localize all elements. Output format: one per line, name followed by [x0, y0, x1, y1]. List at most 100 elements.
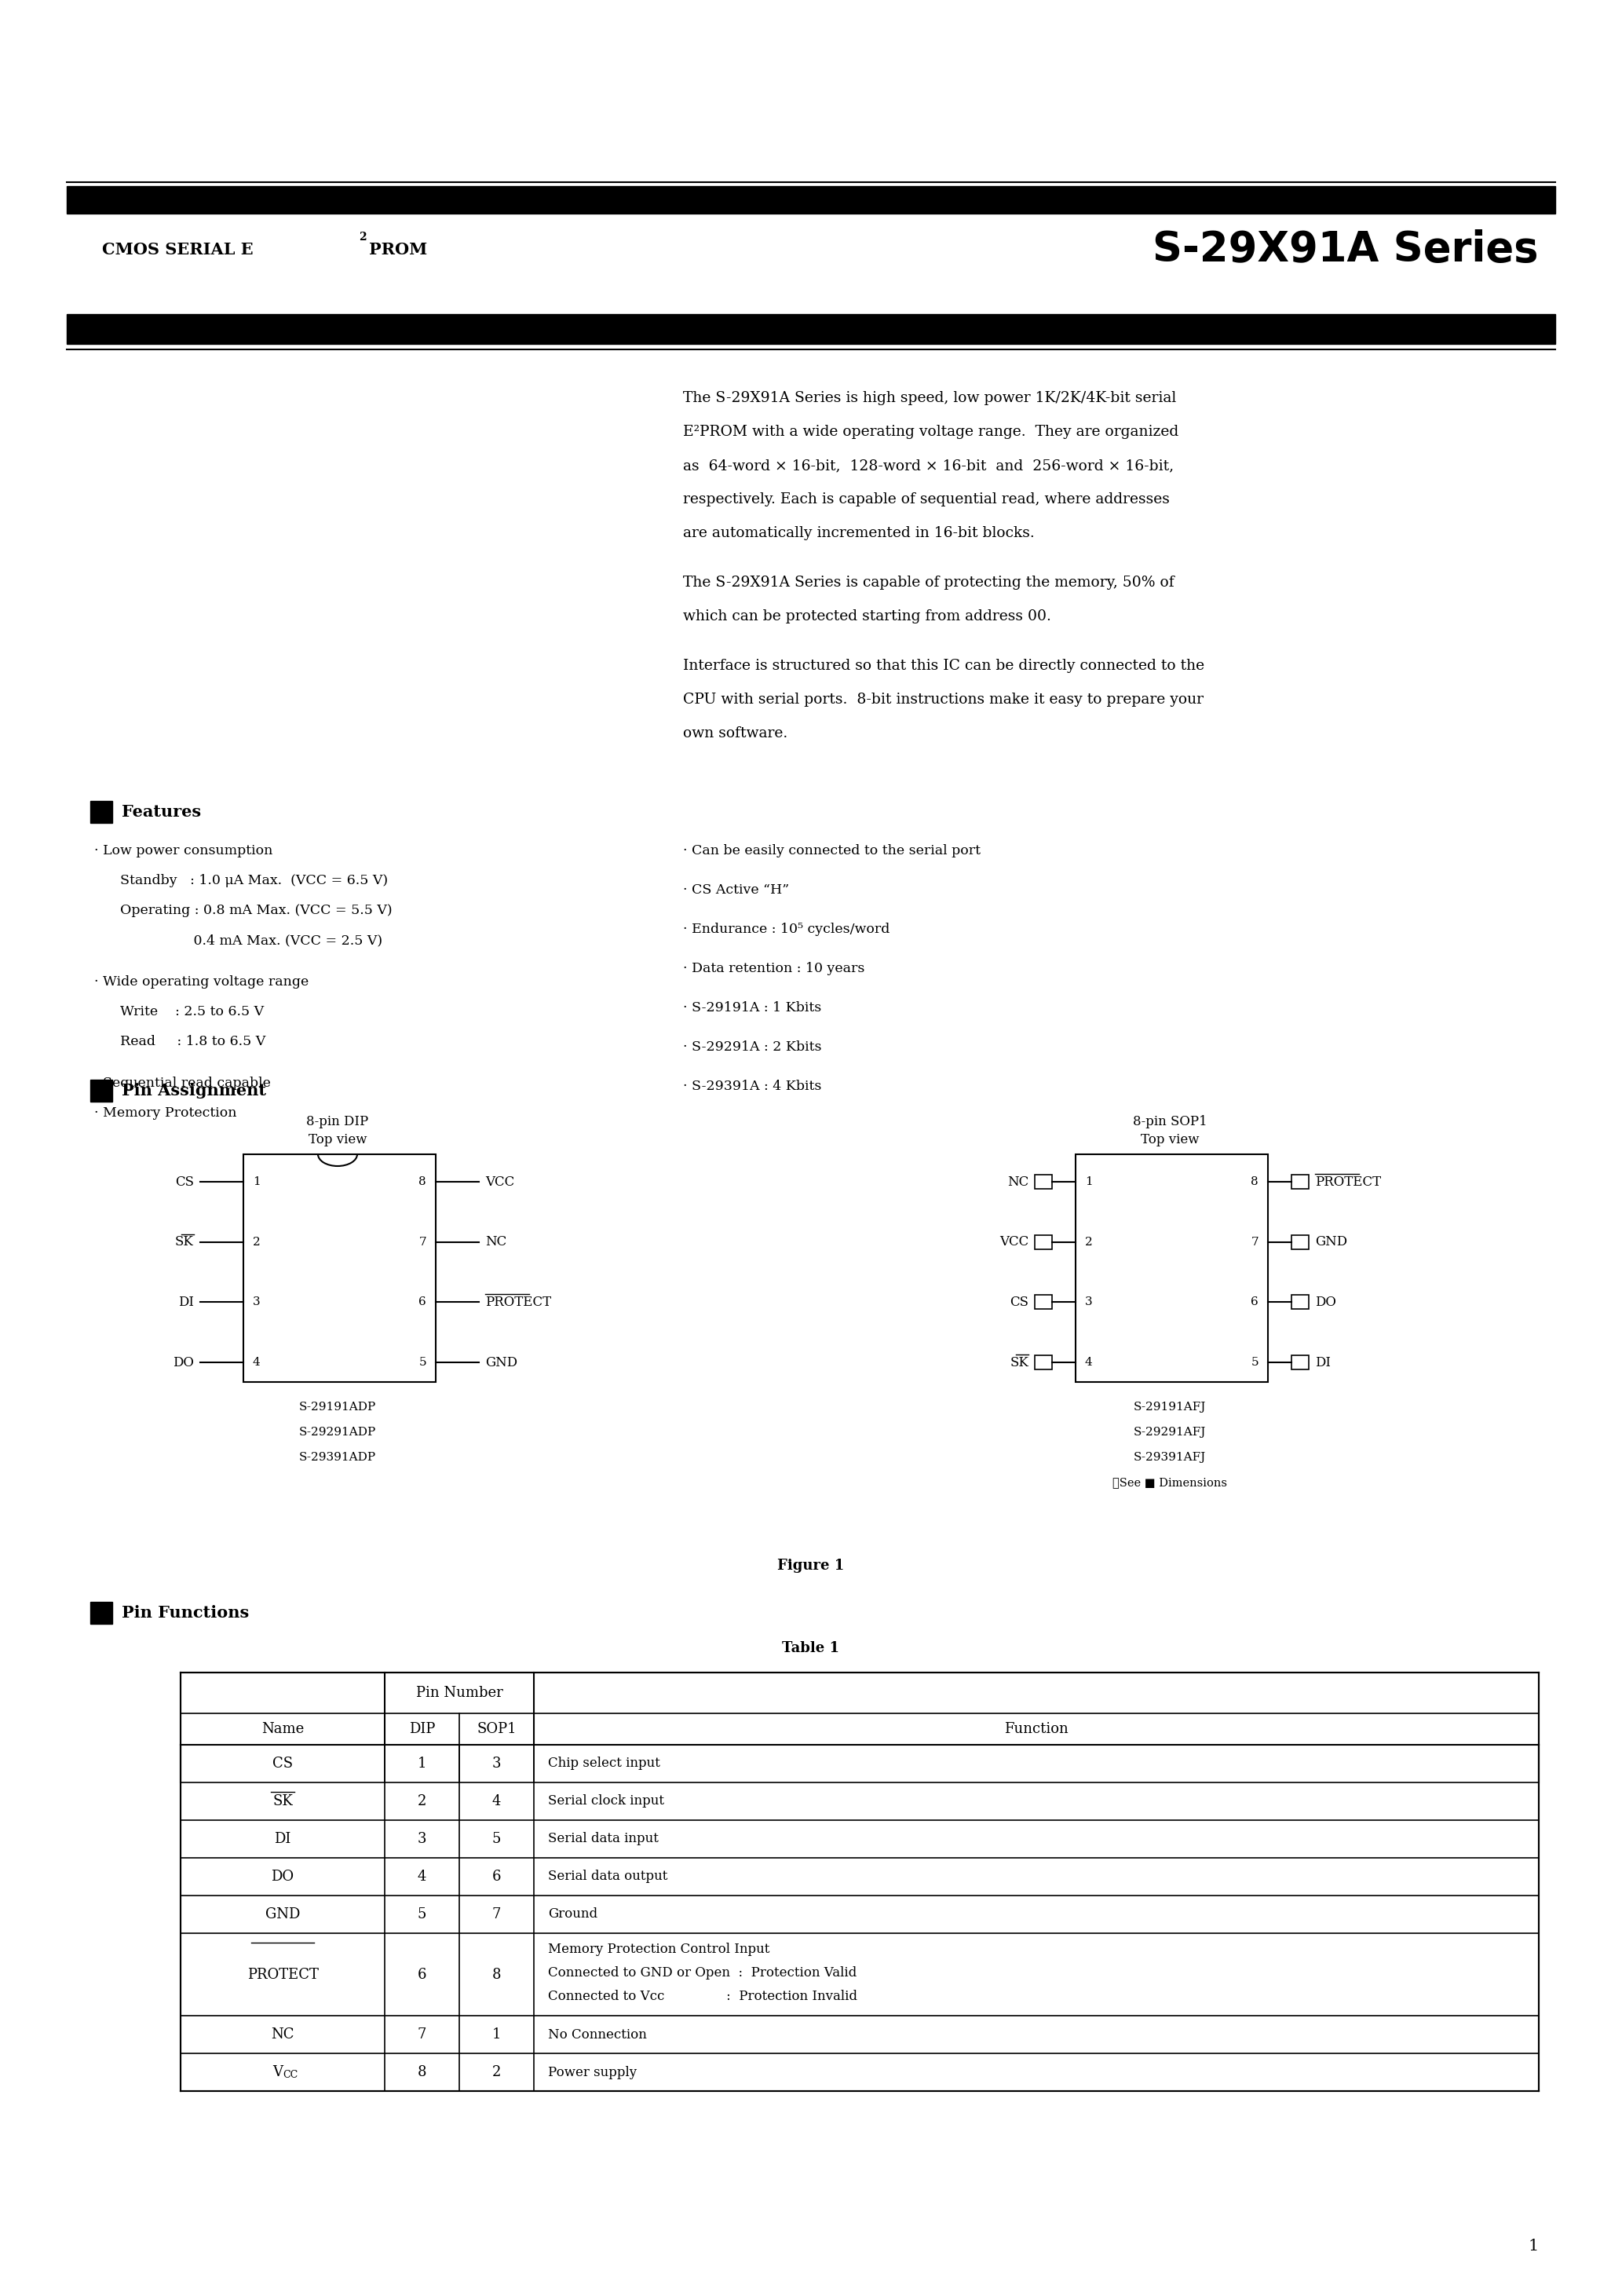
Text: SK: SK	[1011, 1355, 1028, 1368]
Text: Ground: Ground	[548, 1908, 597, 1922]
Text: · CS Active “H”: · CS Active “H”	[683, 884, 790, 898]
Text: Features: Features	[122, 804, 201, 820]
Text: · Data retention : 10 years: · Data retention : 10 years	[683, 962, 865, 976]
Text: VCC: VCC	[999, 1235, 1028, 1249]
Text: as  64-word × 16-bit,  128-word × 16-bit  and  256-word × 16-bit,: as 64-word × 16-bit, 128-word × 16-bit a…	[683, 459, 1174, 473]
Text: Table 1: Table 1	[782, 1642, 840, 1655]
Text: 4: 4	[1085, 1357, 1093, 1368]
Text: Pin Number: Pin Number	[415, 1685, 503, 1699]
Bar	[1035, 1295, 1053, 1309]
Text: 5: 5	[491, 1832, 501, 1846]
Text: 8: 8	[417, 2064, 427, 2080]
Text: S-29191AFJ: S-29191AFJ	[1134, 1401, 1207, 1412]
Text: DI: DI	[178, 1295, 195, 1309]
Text: respectively. Each is capable of sequential read, where addresses: respectively. Each is capable of sequent…	[683, 491, 1169, 507]
Text: Function: Function	[1004, 1722, 1069, 1736]
Text: Power supply: Power supply	[548, 2066, 637, 2078]
Text: CC: CC	[282, 2071, 298, 2080]
Text: · S-29191A : 1 Kbits: · S-29191A : 1 Kbits	[683, 1001, 821, 1015]
Text: 5: 5	[417, 1908, 427, 1922]
Text: PROTECT: PROTECT	[485, 1295, 551, 1309]
Text: NC: NC	[1007, 1176, 1028, 1189]
Text: DI: DI	[1315, 1355, 1330, 1368]
Text: Pin Functions: Pin Functions	[122, 1605, 250, 1621]
Text: CS: CS	[175, 1176, 195, 1189]
Text: GND: GND	[485, 1355, 517, 1368]
Text: S-29291ADP: S-29291ADP	[298, 1426, 376, 1437]
Text: Memory Protection Control Input: Memory Protection Control Input	[548, 1942, 770, 1956]
Text: · S-29291A : 2 Kbits: · S-29291A : 2 Kbits	[683, 1040, 822, 1054]
Text: S-29191ADP: S-29191ADP	[298, 1401, 376, 1412]
Text: Read     : 1.8 to 6.5 V: Read : 1.8 to 6.5 V	[94, 1035, 266, 1049]
Text: Chip select input: Chip select input	[548, 1756, 660, 1770]
Text: 1: 1	[491, 2027, 501, 2041]
Text: 5: 5	[1251, 1357, 1259, 1368]
Text: 7: 7	[417, 2027, 427, 2041]
Text: PROM: PROM	[368, 241, 427, 257]
Text: 1: 1	[1528, 2239, 1539, 2255]
Text: GND: GND	[266, 1908, 300, 1922]
Text: 6: 6	[418, 1297, 427, 1309]
Text: DIP: DIP	[409, 1722, 435, 1736]
Text: · Memory Protection: · Memory Protection	[94, 1107, 237, 1120]
Text: VCC: VCC	[485, 1176, 514, 1189]
Text: · Sequential read capable: · Sequential read capable	[94, 1077, 271, 1091]
Text: Serial data input: Serial data input	[548, 1832, 659, 1846]
Text: 8-pin DIP: 8-pin DIP	[307, 1116, 368, 1127]
Text: 7: 7	[418, 1238, 427, 1247]
Text: · S-29391A : 4 Kbits: · S-29391A : 4 Kbits	[683, 1079, 821, 1093]
Text: own software.: own software.	[683, 726, 788, 742]
Bar	[243, 1155, 436, 1382]
Text: V: V	[272, 2064, 282, 2080]
Text: 0.4 mA Max. (VCC = 2.5 V): 0.4 mA Max. (VCC = 2.5 V)	[94, 934, 383, 946]
Text: Top view: Top view	[1140, 1134, 1199, 1146]
Text: 6: 6	[1251, 1297, 1259, 1309]
Text: 6: 6	[417, 1968, 427, 1981]
Text: Name: Name	[261, 1722, 303, 1736]
Text: 5: 5	[418, 1357, 427, 1368]
Text: 2: 2	[253, 1238, 261, 1247]
Bar	[1291, 1355, 1309, 1368]
Text: NC: NC	[271, 2027, 294, 2041]
Text: 4: 4	[417, 1869, 427, 1883]
Text: 6: 6	[491, 1869, 501, 1883]
Text: Write    : 2.5 to 6.5 V: Write : 2.5 to 6.5 V	[94, 1006, 264, 1019]
Text: SOP1: SOP1	[477, 1722, 516, 1736]
Text: NC: NC	[485, 1235, 506, 1249]
Text: 2: 2	[417, 1793, 427, 1809]
Text: ※See ■ Dimensions: ※See ■ Dimensions	[1113, 1476, 1228, 1488]
Text: 2: 2	[491, 2064, 501, 2080]
Text: S-29291AFJ: S-29291AFJ	[1134, 1426, 1207, 1437]
Text: The S-29X91A Series is capable of protecting the memory, 50% of: The S-29X91A Series is capable of protec…	[683, 576, 1174, 590]
Bar	[91, 801, 112, 822]
Text: 8-pin SOP1: 8-pin SOP1	[1132, 1116, 1207, 1127]
Text: Interface is structured so that this IC can be directly connected to the: Interface is structured so that this IC …	[683, 659, 1205, 673]
Text: DO: DO	[271, 1869, 294, 1883]
Text: PROTECT: PROTECT	[1315, 1176, 1380, 1189]
Bar	[1291, 1295, 1309, 1309]
Text: 3: 3	[253, 1297, 261, 1309]
Text: · Endurance : 10⁵ cycles/word: · Endurance : 10⁵ cycles/word	[683, 923, 890, 937]
Text: Top view: Top view	[308, 1134, 367, 1146]
Text: Pin Assignment: Pin Assignment	[122, 1084, 266, 1097]
Text: Serial clock input: Serial clock input	[548, 1795, 663, 1807]
Text: · Can be easily connected to the serial port: · Can be easily connected to the serial …	[683, 845, 981, 856]
Text: 4: 4	[253, 1357, 261, 1368]
Text: CS: CS	[272, 1756, 294, 1770]
Text: 1: 1	[253, 1176, 261, 1187]
Text: CPU with serial ports.  8-bit instructions make it easy to prepare your: CPU with serial ports. 8-bit instruction…	[683, 693, 1204, 707]
Text: 3: 3	[1085, 1297, 1093, 1309]
Text: · Wide operating voltage range: · Wide operating voltage range	[94, 976, 308, 990]
Bar	[67, 315, 1555, 344]
Bar	[1035, 1176, 1053, 1189]
Text: Connected to Vcc               :  Protection Invalid: Connected to Vcc : Protection Invalid	[548, 1991, 858, 2002]
Text: 3: 3	[491, 1756, 501, 1770]
Text: Figure 1: Figure 1	[777, 1559, 845, 1573]
Text: No Connection: No Connection	[548, 2027, 647, 2041]
Bar	[1075, 1155, 1268, 1382]
Text: S-29391ADP: S-29391ADP	[298, 1451, 376, 1463]
Text: DO: DO	[1315, 1295, 1337, 1309]
Text: CS: CS	[1009, 1295, 1028, 1309]
Text: DI: DI	[274, 1832, 290, 1846]
Text: S-29391AFJ: S-29391AFJ	[1134, 1451, 1207, 1463]
